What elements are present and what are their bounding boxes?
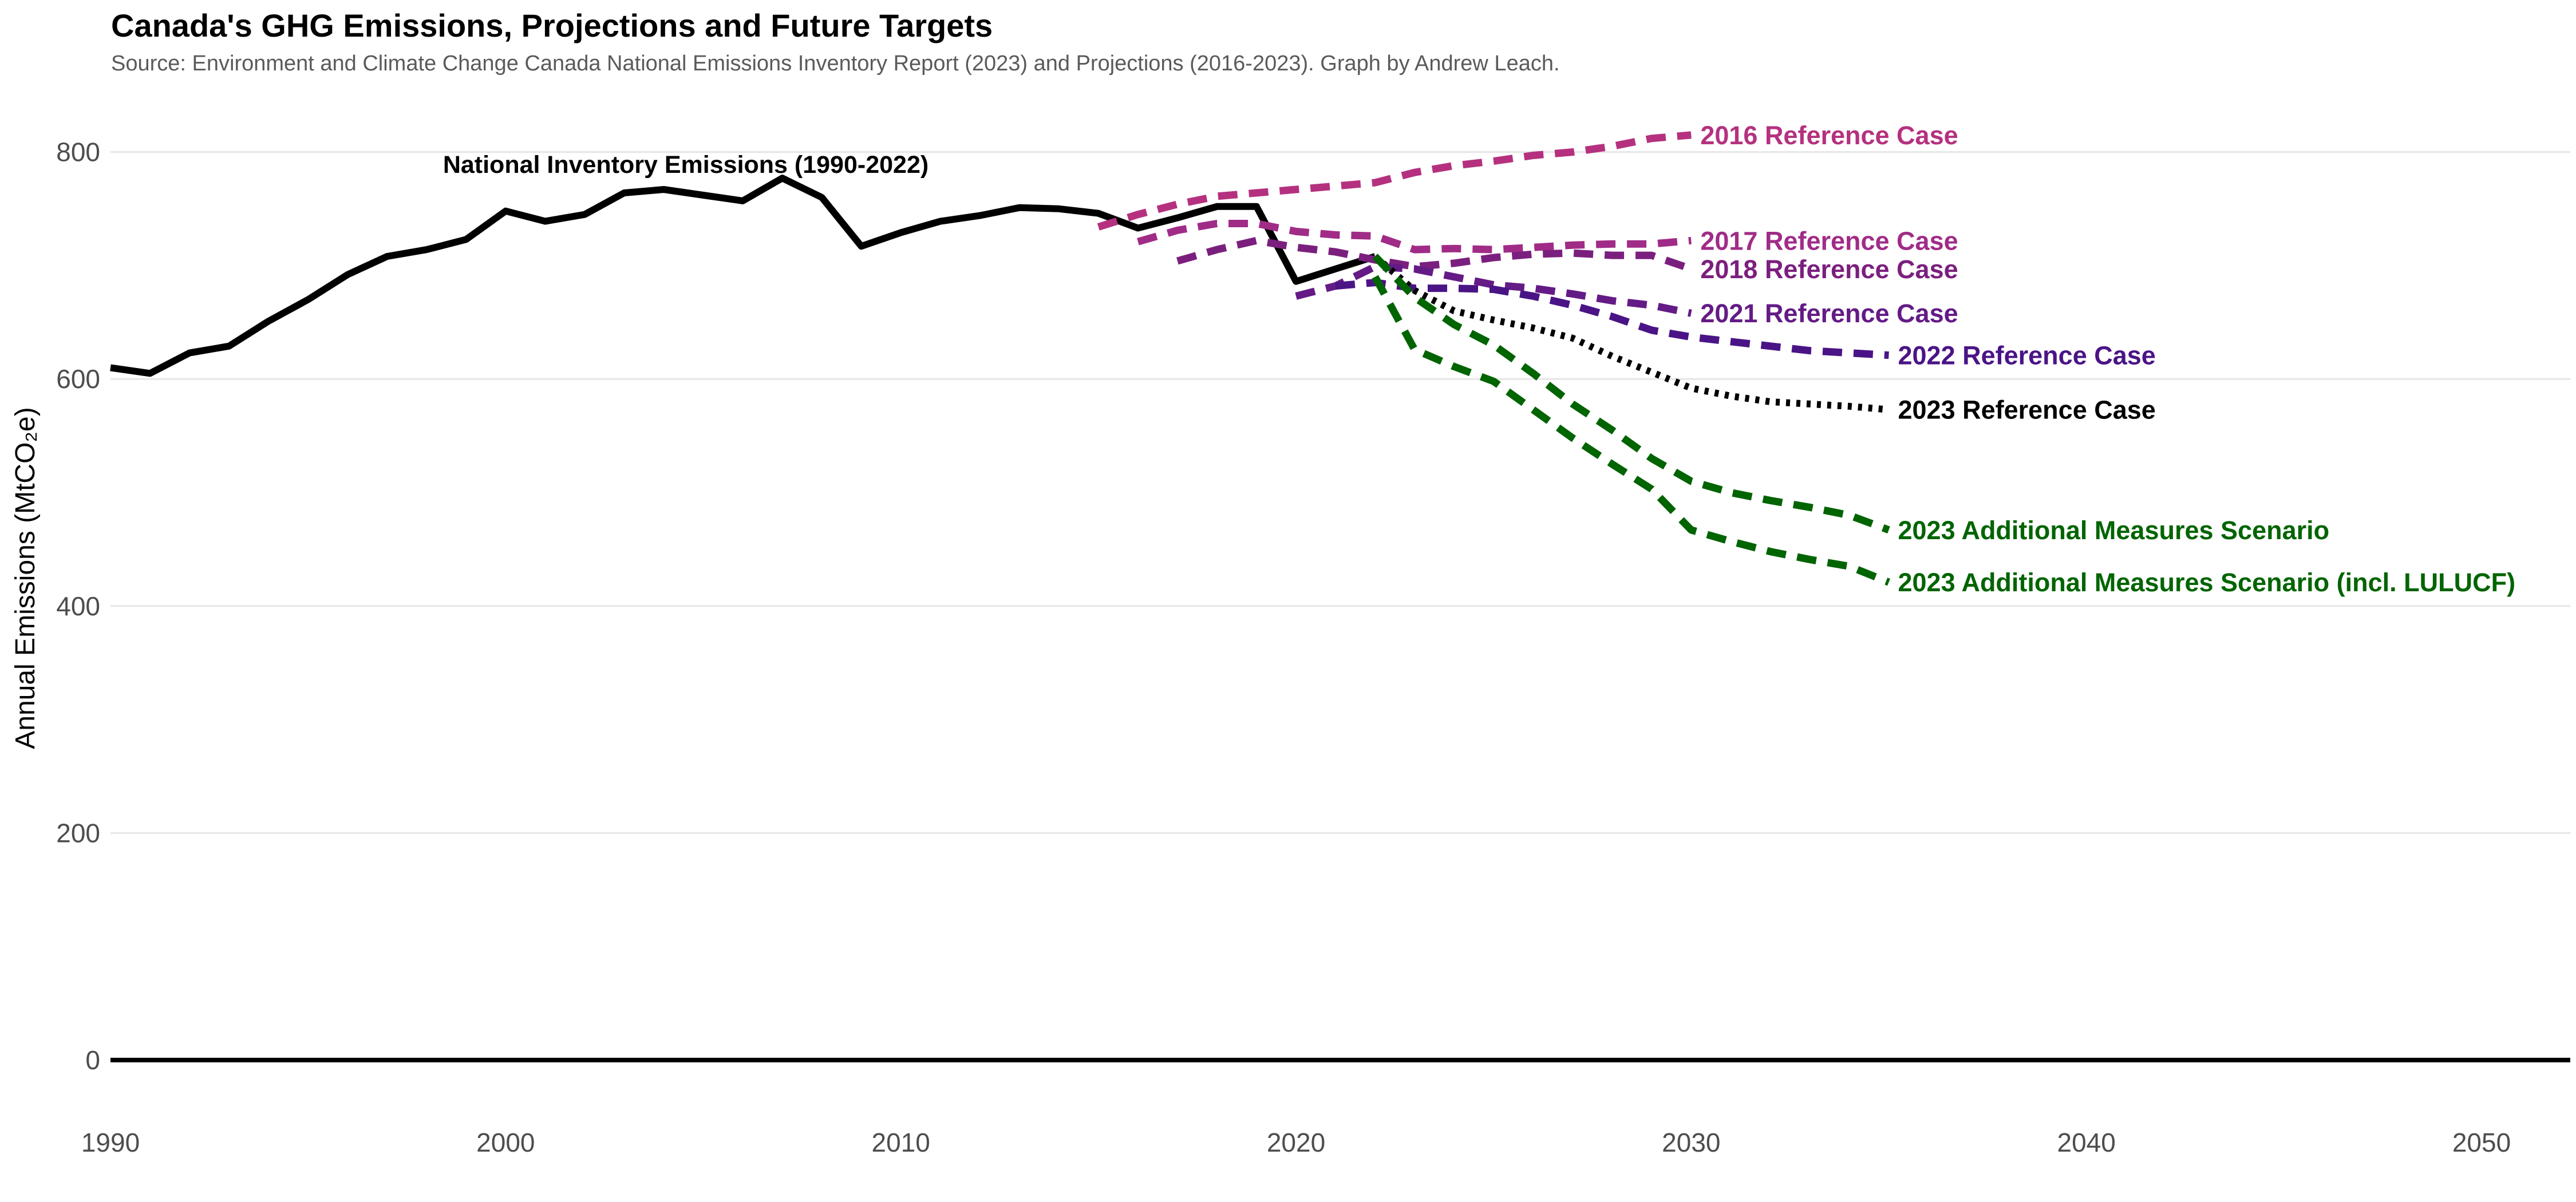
y-tick-label: 400 bbox=[56, 591, 100, 621]
series-line-4 bbox=[1295, 263, 1692, 317]
y-tick-label: 200 bbox=[56, 818, 100, 848]
series-line-6 bbox=[1373, 254, 1890, 413]
series-line-7 bbox=[1372, 254, 1890, 533]
x-tick-label: 2020 bbox=[1267, 1128, 1325, 1157]
series-label-3: 2018 Reference Case bbox=[1700, 255, 1958, 284]
chart-title: Canada's GHG Emissions, Projections and … bbox=[111, 7, 993, 44]
series-line-5 bbox=[1335, 279, 1889, 359]
national-inventory-annotation: National Inventory Emissions (1990-2022) bbox=[443, 151, 929, 179]
series-line-3 bbox=[1176, 236, 1693, 272]
series-line-8 bbox=[1372, 275, 1890, 586]
series-label-5: 2022 Reference Case bbox=[1898, 341, 2156, 370]
x-tick-label: 2030 bbox=[1662, 1128, 1720, 1157]
series-label-2: 2017 Reference Case bbox=[1700, 226, 1958, 255]
x-tick-label: 2000 bbox=[476, 1128, 535, 1157]
x-tick-label: 2040 bbox=[2057, 1128, 2115, 1157]
x-tick-label: 2010 bbox=[871, 1128, 930, 1157]
series-line-1 bbox=[1097, 131, 1692, 231]
gridlines bbox=[110, 151, 2570, 834]
series-label-7: 2023 Additional Measures Scenario bbox=[1898, 516, 2330, 545]
series-label-6: 2023 Reference Case bbox=[1898, 396, 2156, 425]
series-lines bbox=[110, 131, 1890, 586]
series-line-0 bbox=[110, 175, 1376, 377]
series-line-2 bbox=[1137, 220, 1692, 254]
y-axis-label: Annual Emissions (MtCO₂e) bbox=[10, 407, 41, 749]
y-tick-label: 600 bbox=[56, 364, 100, 394]
chart-subtitle: Source: Environment and Climate Change C… bbox=[111, 52, 1560, 76]
x-tick-label: 1990 bbox=[81, 1128, 140, 1157]
y-tick-label: 0 bbox=[85, 1045, 100, 1075]
x-tick-label: 2050 bbox=[2452, 1128, 2511, 1157]
series-label-8: 2023 Additional Measures Scenario (incl.… bbox=[1898, 568, 2516, 597]
y-tick-label: 800 bbox=[56, 137, 100, 167]
series-label-4: 2021 Reference Case bbox=[1700, 299, 1958, 328]
series-label-1: 2016 Reference Case bbox=[1700, 121, 1958, 150]
axes: 0 200 400 600 800 1990 2000 2010 2020 2030 2040 205… bbox=[56, 137, 2570, 1157]
